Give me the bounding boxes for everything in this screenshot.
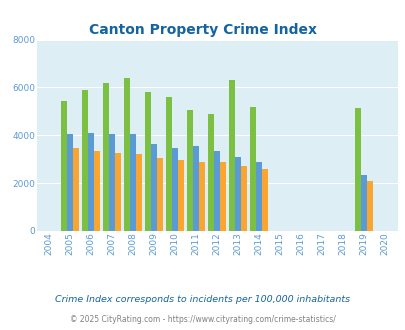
- Bar: [214, 151, 220, 231]
- Bar: [198, 162, 205, 231]
- Bar: [172, 148, 178, 231]
- Bar: [250, 107, 256, 231]
- Bar: [109, 134, 115, 231]
- Bar: [208, 114, 214, 231]
- Bar: [166, 97, 172, 231]
- Bar: [229, 80, 235, 231]
- Text: Crime Index corresponds to incidents per 100,000 inhabitants: Crime Index corresponds to incidents per…: [55, 295, 350, 304]
- Text: © 2025 CityRating.com - https://www.cityrating.com/crime-statistics/: © 2025 CityRating.com - https://www.city…: [70, 315, 335, 324]
- Bar: [256, 162, 262, 231]
- Bar: [151, 144, 157, 231]
- Bar: [157, 158, 162, 231]
- Bar: [145, 92, 151, 231]
- Bar: [88, 133, 94, 231]
- Bar: [61, 101, 67, 231]
- Bar: [82, 90, 88, 231]
- Bar: [124, 78, 130, 231]
- Bar: [130, 134, 136, 231]
- Bar: [178, 160, 183, 231]
- Bar: [193, 146, 198, 231]
- Bar: [73, 148, 79, 231]
- Bar: [354, 108, 360, 231]
- Bar: [241, 166, 246, 231]
- Bar: [94, 151, 100, 231]
- Bar: [262, 169, 267, 231]
- Bar: [187, 110, 193, 231]
- Bar: [234, 157, 241, 231]
- Bar: [103, 83, 109, 231]
- Bar: [220, 162, 226, 231]
- Bar: [115, 153, 121, 231]
- Text: Canton Property Crime Index: Canton Property Crime Index: [89, 23, 316, 37]
- Bar: [366, 181, 372, 231]
- Bar: [67, 134, 73, 231]
- Bar: [360, 175, 366, 231]
- Bar: [136, 154, 142, 231]
